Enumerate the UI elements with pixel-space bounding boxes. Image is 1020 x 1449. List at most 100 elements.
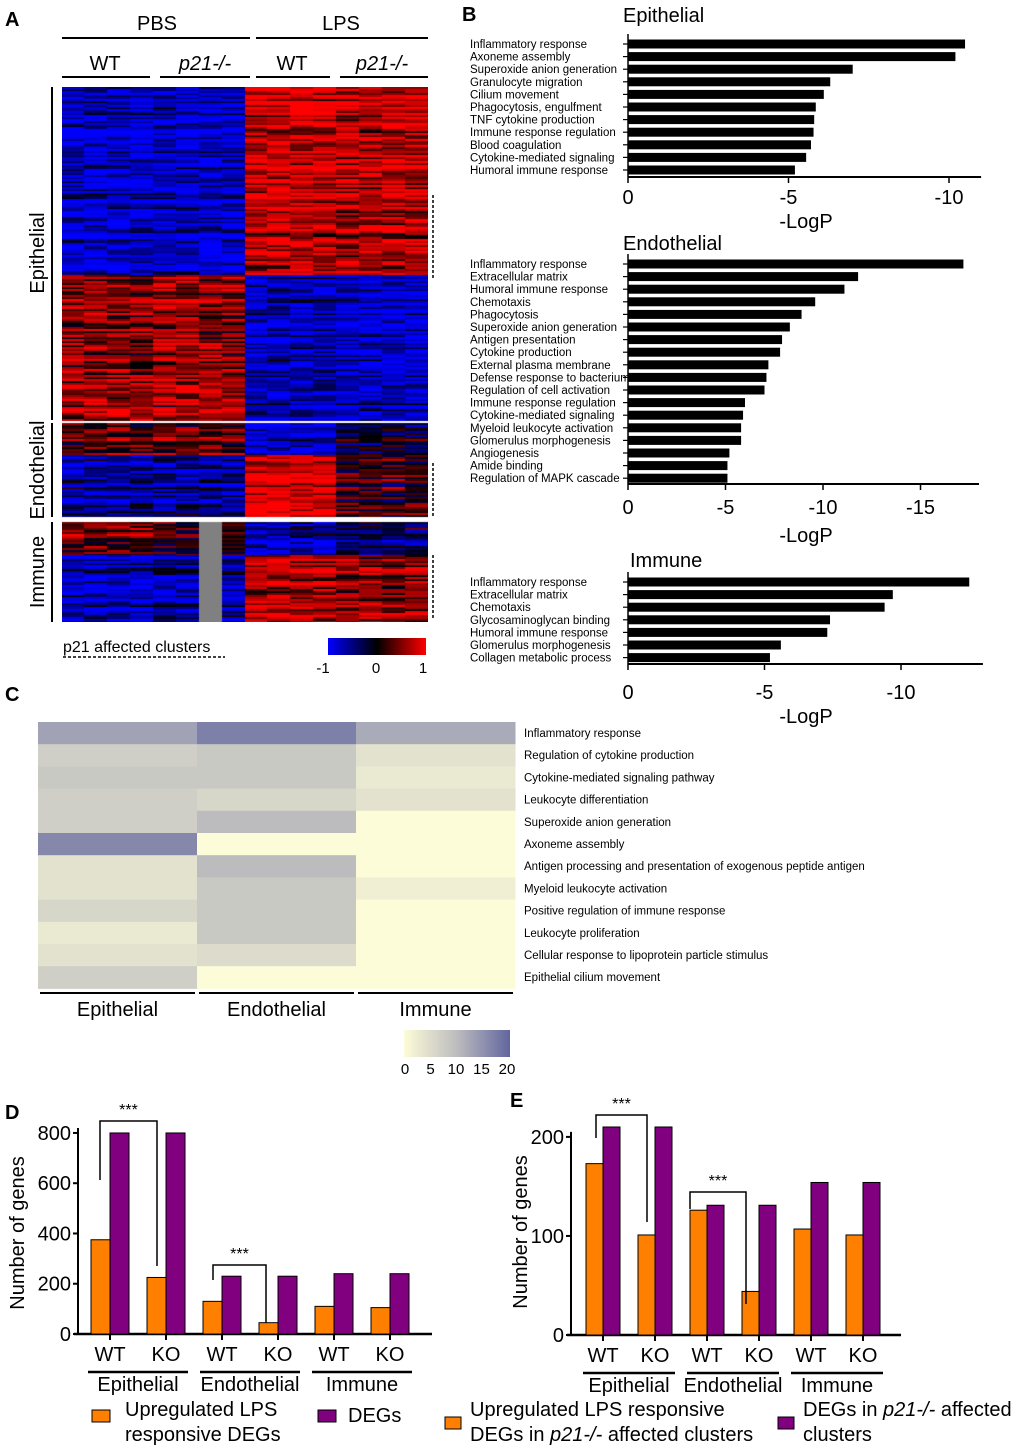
genotype-label: p21-/- (178, 53, 232, 75)
category-label: Inflammatory response (470, 577, 587, 589)
heatmap-cell (356, 788, 516, 812)
category-label: Collagen metabolic process (470, 653, 612, 665)
category-label: Superoxide anion generation (470, 322, 617, 334)
heatmap-row-label: Regulation of cytokine production (524, 750, 694, 762)
upregulated-bar (637, 1234, 656, 1336)
x-tick-label: 0 (622, 682, 633, 704)
bar (628, 89, 824, 99)
x-tick-label: KO (745, 1345, 774, 1367)
category-label: Inflammatory response (470, 259, 587, 271)
heatmap-cell (38, 833, 198, 856)
heatmap-row-label: Antigen processing and presentation of e… (524, 861, 865, 873)
degs-bar (706, 1204, 725, 1336)
bar (628, 272, 859, 282)
category-label: Immune response regulation (470, 398, 616, 410)
bar (628, 322, 790, 332)
colorbar-tick: 1 (419, 660, 427, 677)
bar (628, 590, 893, 600)
heatmap-cell (38, 855, 198, 878)
treatment-label: PBS (137, 13, 177, 35)
significance-label: *** (230, 1246, 249, 1263)
legend-swatch-upregulated (91, 1409, 111, 1423)
legend-text-part: affected clusters (602, 1424, 753, 1446)
x-tick-label: KO (152, 1344, 181, 1366)
x-tick-label: -10 (887, 682, 916, 704)
degs-bar (221, 1275, 242, 1335)
heatmap-cell (356, 744, 516, 767)
legend-label: clusters (803, 1424, 872, 1446)
heatmap-cell (38, 766, 198, 790)
category-label: Chemotaxis (470, 602, 531, 614)
x-tick-label: WT (795, 1345, 826, 1367)
bar (628, 653, 770, 663)
bar (628, 372, 767, 382)
legend-text-part: affected (935, 1399, 1011, 1421)
y-axis-label: Number of genes (510, 1155, 532, 1308)
category-label: Glomerulus morphogenesis (470, 640, 611, 652)
heatmap-cell (356, 766, 516, 790)
legend-label: Upregulated LPS (125, 1399, 277, 1421)
heatmap-cell (197, 766, 357, 790)
y-tick-label: 800 (38, 1123, 71, 1145)
bar (628, 398, 745, 408)
degs-bar (862, 1181, 881, 1336)
bar (628, 335, 783, 345)
degs-bar (333, 1273, 354, 1335)
x-tick-label: -5 (780, 187, 798, 209)
bar (628, 448, 730, 458)
x-tick-label: KO (849, 1345, 878, 1367)
upregulated-bar (585, 1163, 604, 1336)
upregulated-bar (793, 1228, 812, 1336)
genotype-label: WT (89, 53, 120, 75)
y-tick-label: 600 (38, 1173, 71, 1195)
heatmap-cell (356, 810, 516, 834)
significance-bracket (689, 1191, 747, 1304)
heatmap-cell (197, 833, 357, 856)
degs-bar (654, 1126, 673, 1336)
heatmap-row-label: Positive regulation of immune response (524, 906, 725, 918)
heatmap-row-label: Cytokine-mediated signaling pathway (524, 772, 715, 784)
heatmap-cell (356, 966, 516, 989)
treatment-label: LPS (322, 13, 360, 35)
heatmap-row-label: Leukocyte proliferation (524, 928, 640, 940)
y-tick-label: 100 (531, 1226, 564, 1248)
category-label: Cytokine-mediated signaling (470, 152, 614, 164)
bar (628, 259, 964, 269)
category-label: Phagocytosis (470, 309, 539, 321)
expression-heatmap (62, 87, 428, 622)
heatmap-cell (38, 744, 198, 767)
x-tick-label: KO (376, 1344, 405, 1366)
degs-bar (602, 1126, 621, 1336)
colorbar-tick: 0 (401, 1061, 409, 1078)
category-label: Phagocytosis, engulfment (470, 102, 602, 114)
bar (628, 52, 956, 62)
x-tick-label: 0 (622, 497, 633, 519)
degs-bar (758, 1204, 777, 1336)
bar (628, 102, 816, 112)
legend-label: DEGs (348, 1405, 401, 1427)
category-label: Humoral immune response (470, 284, 608, 296)
bar (628, 627, 828, 637)
bar (628, 423, 742, 433)
bar (628, 165, 795, 175)
bar (628, 152, 807, 162)
upregulated-bar (314, 1305, 335, 1335)
panel-letter: D (5, 1102, 19, 1124)
heatmap-row-label: Inflammatory response (524, 728, 641, 740)
category-label: Regulation of MAPK cascade (470, 473, 620, 485)
x-tick-label: KO (264, 1344, 293, 1366)
bar (628, 77, 831, 87)
heatmap-cell (197, 744, 357, 767)
category-label: Extracellular matrix (470, 590, 568, 602)
heatmap-cell (356, 722, 516, 745)
heatmap-cell (38, 877, 198, 901)
x-tick-label: WT (206, 1344, 237, 1366)
cluster-label: Immune (27, 536, 49, 608)
legend-label: DEGs in p21-/- affected clusters (470, 1424, 753, 1446)
heatmap-cell (197, 899, 357, 923)
category-label: TNF cytokine production (470, 115, 595, 127)
category-label: Regulation of cell activation (470, 385, 610, 397)
colorbar-a (328, 638, 426, 655)
category-label: Glomerulus morphogenesis (470, 435, 611, 447)
